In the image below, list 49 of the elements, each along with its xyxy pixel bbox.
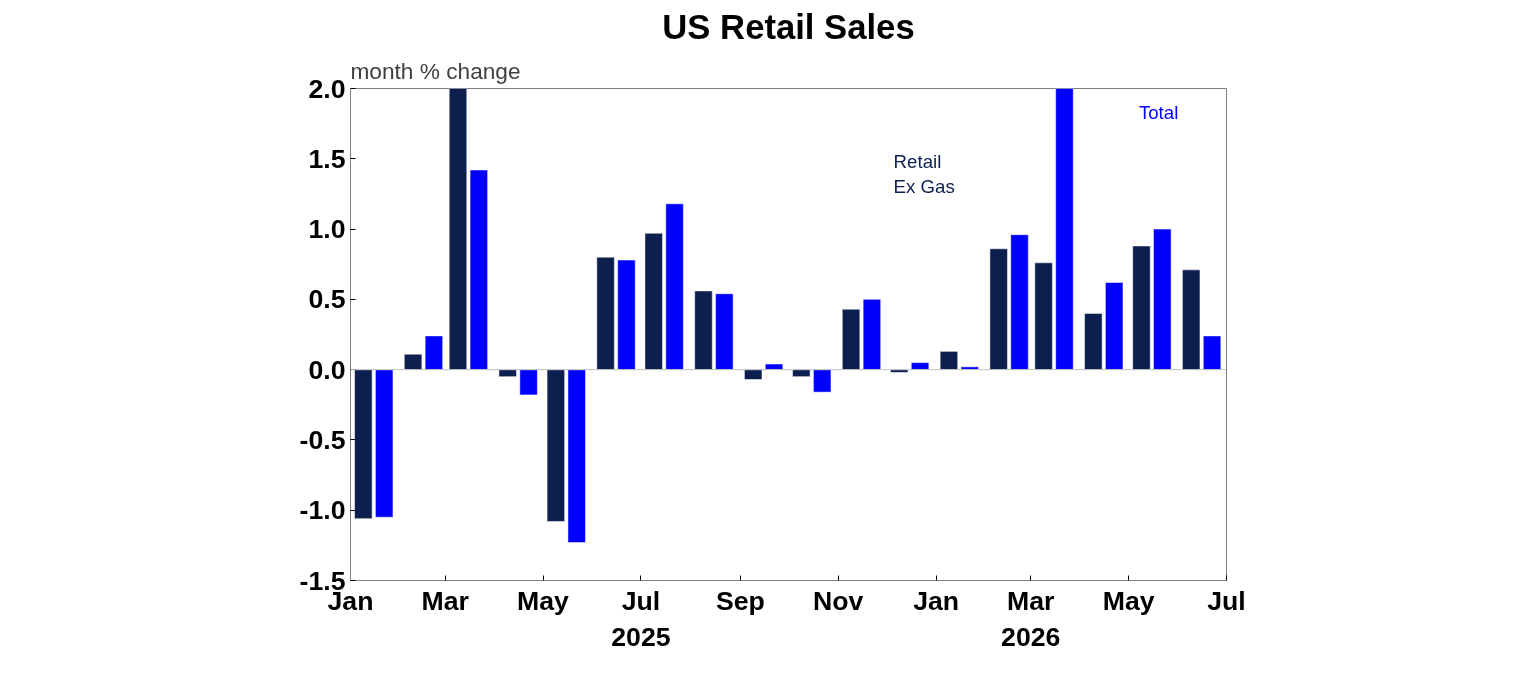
bar	[546, 369, 565, 522]
y-axis-title: month % change	[350, 57, 521, 84]
y-tick-label: 0.0	[308, 354, 346, 385]
text: Retail Ex Gas	[893, 150, 955, 197]
bar	[1203, 335, 1222, 370]
bar	[1010, 234, 1029, 370]
bar	[1105, 282, 1124, 370]
bar	[665, 203, 684, 370]
bar	[519, 369, 538, 396]
x-tick-label: Jul 2025	[611, 585, 671, 652]
x-tick-label: May	[517, 585, 570, 616]
bar	[1182, 269, 1201, 370]
bar	[596, 256, 615, 370]
bar	[469, 169, 488, 370]
bar	[813, 369, 832, 393]
bar	[890, 369, 909, 373]
y-tick-label: -1.0	[299, 495, 346, 526]
bar	[498, 369, 517, 377]
bar	[567, 369, 586, 543]
bar	[694, 290, 713, 370]
x-tick-label: Sep	[715, 585, 765, 616]
bar	[792, 369, 811, 377]
x-tick-label: Jan	[913, 585, 960, 616]
bar	[744, 369, 763, 380]
bar	[939, 351, 958, 370]
x-tick-label: Mar 2026	[1001, 585, 1061, 652]
y-tick-label: 1.0	[308, 214, 346, 245]
bar	[617, 259, 636, 370]
y-tick-label: 1.5	[308, 143, 346, 174]
text: Total	[1138, 101, 1179, 123]
y-tick-label: 2.0	[308, 73, 346, 104]
bar	[1132, 245, 1151, 370]
bar	[1153, 228, 1172, 370]
bar	[354, 369, 373, 519]
y-tick-label: 0.5	[308, 284, 346, 315]
bar	[1055, 88, 1074, 370]
bar	[448, 88, 468, 370]
bar	[989, 248, 1008, 370]
bar	[715, 293, 734, 370]
x-tick-label: Jul	[1207, 585, 1246, 616]
bar	[1034, 262, 1053, 370]
y-tick-label: -0.5	[299, 424, 346, 455]
bar	[1084, 313, 1103, 370]
x-tick-label: May	[1102, 585, 1155, 616]
x-tick-label: Nov	[813, 585, 864, 616]
bar	[644, 233, 663, 370]
chart-title: US Retail Sales	[662, 7, 915, 46]
x-tick-label: Mar	[421, 585, 469, 616]
bar	[375, 369, 394, 518]
